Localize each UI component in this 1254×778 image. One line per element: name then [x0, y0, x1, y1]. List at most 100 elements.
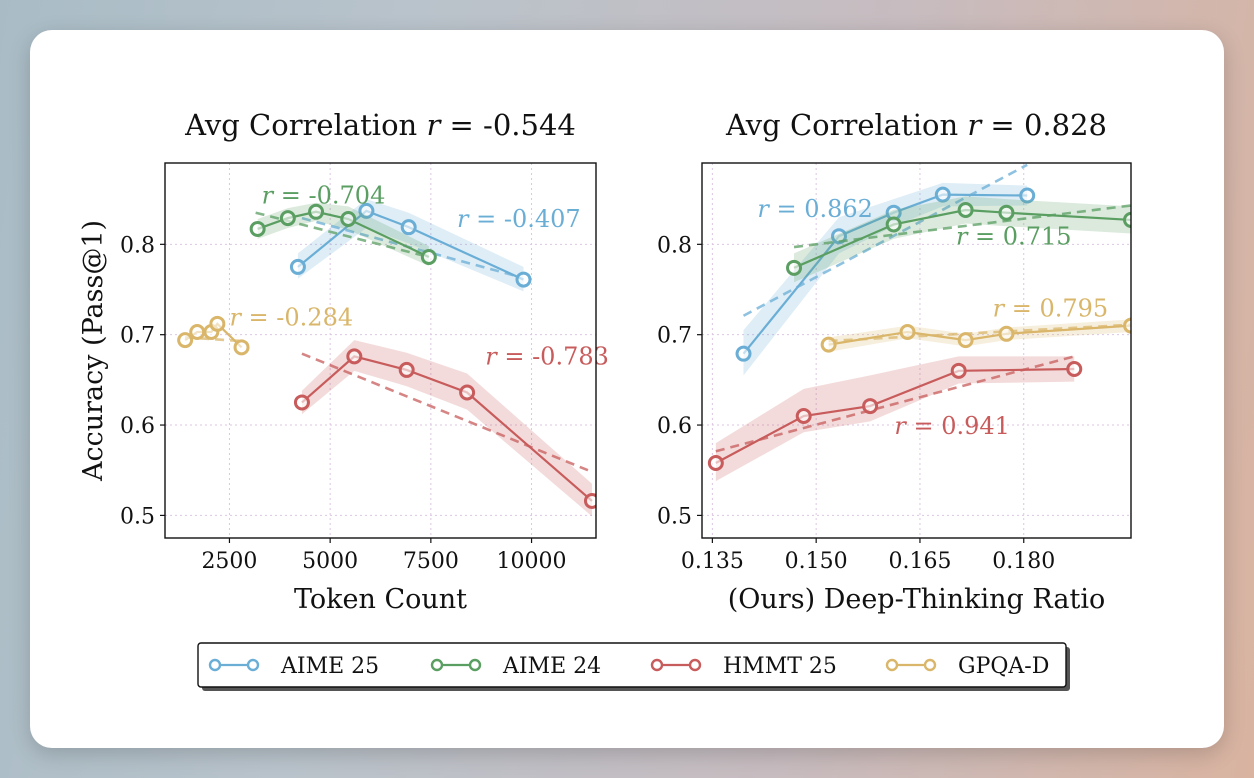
plot-area [177, 199, 596, 517]
tick-label-x: 10000 [497, 549, 567, 574]
r-label-hmmt-25: r = 0.941 [894, 412, 1010, 440]
band-aime-25 [743, 182, 1028, 376]
point-aime-24 [957, 201, 974, 218]
tick-label-x: 5000 [302, 549, 358, 574]
legend-label-hmmt-25: HMMT 25 [723, 654, 837, 679]
x-axis-label: (Ours) Deep-Thinking Ratio [728, 584, 1105, 615]
point-aime-24 [249, 220, 266, 237]
r-label-aime-25: r = -0.407 [457, 205, 581, 233]
point-hmmt-25 [398, 361, 415, 378]
point-gpqa-d [820, 336, 837, 353]
point-aime-25 [934, 186, 951, 203]
trendline-hmmt-25 [715, 355, 1075, 453]
trendline-hmmt-25 [301, 352, 589, 472]
tick-label-x: 2500 [201, 549, 257, 574]
series-line-aime-25 [297, 209, 524, 281]
legend-marker-gpqa-d [923, 658, 937, 672]
r-label-aime-24: r = -0.704 [262, 182, 386, 210]
r-label-aime-25: r = 0.862 [757, 195, 873, 223]
point-gpqa-d [1123, 317, 1131, 334]
trendline-gpqa-d [185, 336, 242, 343]
point-aime-24 [998, 204, 1015, 221]
tick-label-y: 0.8 [657, 233, 692, 258]
legend-item-aime-25: AIME 25 [208, 654, 379, 679]
point-gpqa-d [957, 332, 974, 349]
tick-label-y: 0.7 [657, 324, 692, 349]
legend-label-aime-25: AIME 25 [280, 654, 379, 679]
tick-label-y: 0.7 [120, 324, 155, 349]
r-label-gpqa-d: r = 0.795 [993, 295, 1109, 323]
tick-label-y: 0.5 [120, 504, 155, 529]
r-label-gpqa-d: r = -0.284 [229, 304, 353, 332]
band-hmmt-25 [301, 340, 592, 517]
point-hmmt-25 [459, 384, 476, 401]
point-gpqa-d [209, 315, 226, 332]
r-label-hmmt-25: r = -0.783 [485, 343, 609, 371]
legend-marker-aime-24 [468, 658, 482, 672]
point-hmmt-25 [346, 348, 363, 365]
plot-frame [164, 162, 597, 539]
cut-off-caption-fragment [150, 42, 630, 64]
trendline-aime-24 [793, 204, 1131, 249]
x-axis-label: Token Count [294, 584, 467, 615]
band-aime-24 [794, 196, 1131, 283]
tick-label-y: 0.6 [120, 414, 155, 439]
band-aime-24 [257, 202, 429, 267]
point-gpqa-d [177, 332, 194, 349]
point-aime-25 [400, 219, 417, 236]
tick-label-x: 7500 [403, 549, 459, 574]
trendline-gpqa-d [828, 323, 1131, 343]
tick-label-x: 0.180 [992, 549, 1055, 574]
point-aime-24 [308, 203, 325, 220]
legend-marker-hmmt-25 [650, 658, 664, 672]
tick-label-y: 0.8 [120, 233, 155, 258]
legend-item-aime-24: AIME 24 [430, 654, 601, 679]
tick-label-x: 0.150 [785, 549, 848, 574]
point-aime-25 [1019, 187, 1036, 204]
point-hmmt-25 [1066, 361, 1083, 378]
point-aime-24 [279, 210, 296, 227]
legend-frame [197, 642, 1067, 688]
point-aime-25 [515, 271, 532, 288]
legend-marker-hmmt-25 [688, 658, 702, 672]
chart-title: Avg Correlation r = -0.544 [184, 108, 576, 142]
point-aime-24 [340, 211, 357, 228]
point-aime-24 [885, 216, 902, 233]
point-hmmt-25 [795, 408, 812, 425]
plot-area [707, 163, 1131, 482]
legend-item-hmmt-25: HMMT 25 [650, 654, 837, 679]
point-gpqa-d [998, 325, 1015, 342]
point-gpqa-d [189, 323, 206, 340]
trendline-aime-25 [742, 163, 1028, 317]
legend-marker-aime-25 [208, 658, 222, 672]
r-label-aime-24: r = 0.715 [956, 222, 1072, 250]
y-axis-label: Accuracy (Pass@1) [78, 220, 109, 482]
point-hmmt-25 [293, 394, 310, 411]
legend-marker-gpqa-d [885, 658, 899, 672]
point-hmmt-25 [862, 398, 879, 415]
legend-item-gpqa-d: GPQA-D [885, 654, 1049, 679]
legend-label-gpqa-d: GPQA-D [958, 654, 1049, 679]
point-aime-24 [420, 248, 437, 265]
point-hmmt-25 [950, 362, 967, 379]
point-aime-25 [358, 202, 375, 219]
point-aime-25 [735, 345, 752, 362]
plot-frame [701, 162, 1132, 539]
chart-panel-2: r = 0.862 r = 0.715 r = 0.941 r = 0.795 0.5 0… [657, 108, 1132, 615]
point-gpqa-d [233, 339, 250, 356]
point-hmmt-25 [707, 455, 724, 471]
point-hmmt-25 [583, 492, 596, 509]
legend-label-aime-24: AIME 24 [502, 654, 601, 679]
tick-label-x: 0.135 [681, 549, 744, 574]
figure-card: r = -0.407 r = -0.704 r = -0.783 r = -0.284… [30, 30, 1224, 748]
chart-panel-1: r = -0.407 r = -0.704 r = -0.783 r = -0.284… [78, 108, 609, 615]
band-gpqa-d [828, 319, 1131, 352]
legend-marker-aime-25 [246, 658, 260, 672]
tick-label-x: 0.165 [888, 549, 951, 574]
point-aime-24 [786, 259, 803, 276]
point-aime-25 [289, 258, 306, 275]
chart-title: Avg Correlation r = 0.828 [725, 108, 1107, 142]
point-gpqa-d [899, 323, 916, 340]
tick-label-y: 0.5 [657, 504, 692, 529]
legend-marker-aime-24 [430, 658, 444, 672]
